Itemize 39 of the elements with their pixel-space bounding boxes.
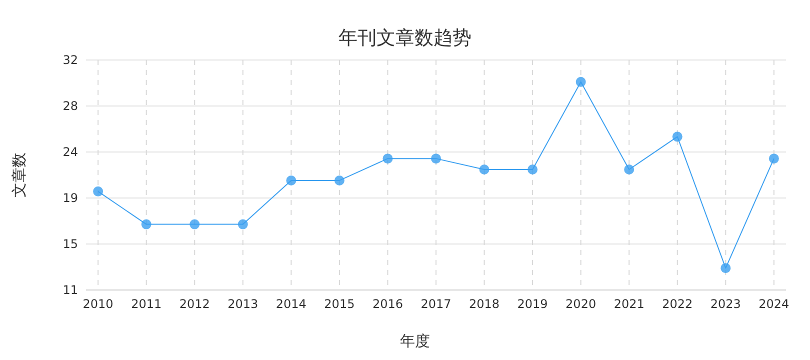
point — [768, 154, 779, 164]
x-tick-label: 2023 — [710, 297, 741, 311]
x-tick-label: 2019 — [517, 297, 548, 311]
x-tick-label: 2016 — [372, 297, 403, 311]
x-tick-label: 2020 — [566, 297, 596, 311]
y-axis-title: 文章数 — [10, 152, 28, 198]
x-tick-label: 2014 — [276, 297, 306, 311]
y-tick-label: 19 — [62, 191, 78, 206]
point — [672, 132, 682, 142]
point — [238, 219, 248, 230]
chart-title: 年刊文章数趋势 — [338, 27, 472, 49]
point — [190, 219, 200, 230]
x-tick-label: 2021 — [614, 297, 644, 311]
x-tick-label: 2015 — [324, 297, 355, 311]
point — [93, 186, 104, 196]
point — [431, 154, 441, 164]
x-tick-label: 2017 — [420, 297, 452, 311]
x-tick-label: 2010 — [82, 297, 114, 311]
x-axis-title: 年度 — [400, 332, 430, 350]
y-tick-label: 24 — [62, 145, 78, 160]
y-tick-label: 32 — [62, 53, 78, 68]
point — [334, 175, 344, 186]
x-tick-label: 2011 — [131, 297, 162, 311]
y-tick-label: 15 — [62, 237, 78, 252]
x-tick-label: 2012 — [179, 297, 210, 311]
point — [286, 175, 296, 186]
y-tick-label: 11 — [62, 283, 78, 298]
x-tick-label: 2018 — [469, 297, 500, 311]
point — [624, 164, 634, 175]
x-tick-label: 2013 — [228, 297, 258, 311]
point — [528, 164, 538, 175]
x-tick-label: 2024 — [758, 297, 790, 311]
point — [382, 154, 393, 164]
y-tick-label: 28 — [62, 99, 78, 114]
x-tick-label: 2022 — [662, 297, 693, 311]
point — [576, 76, 586, 87]
point — [720, 263, 731, 274]
point — [479, 164, 490, 175]
point — [141, 219, 152, 230]
